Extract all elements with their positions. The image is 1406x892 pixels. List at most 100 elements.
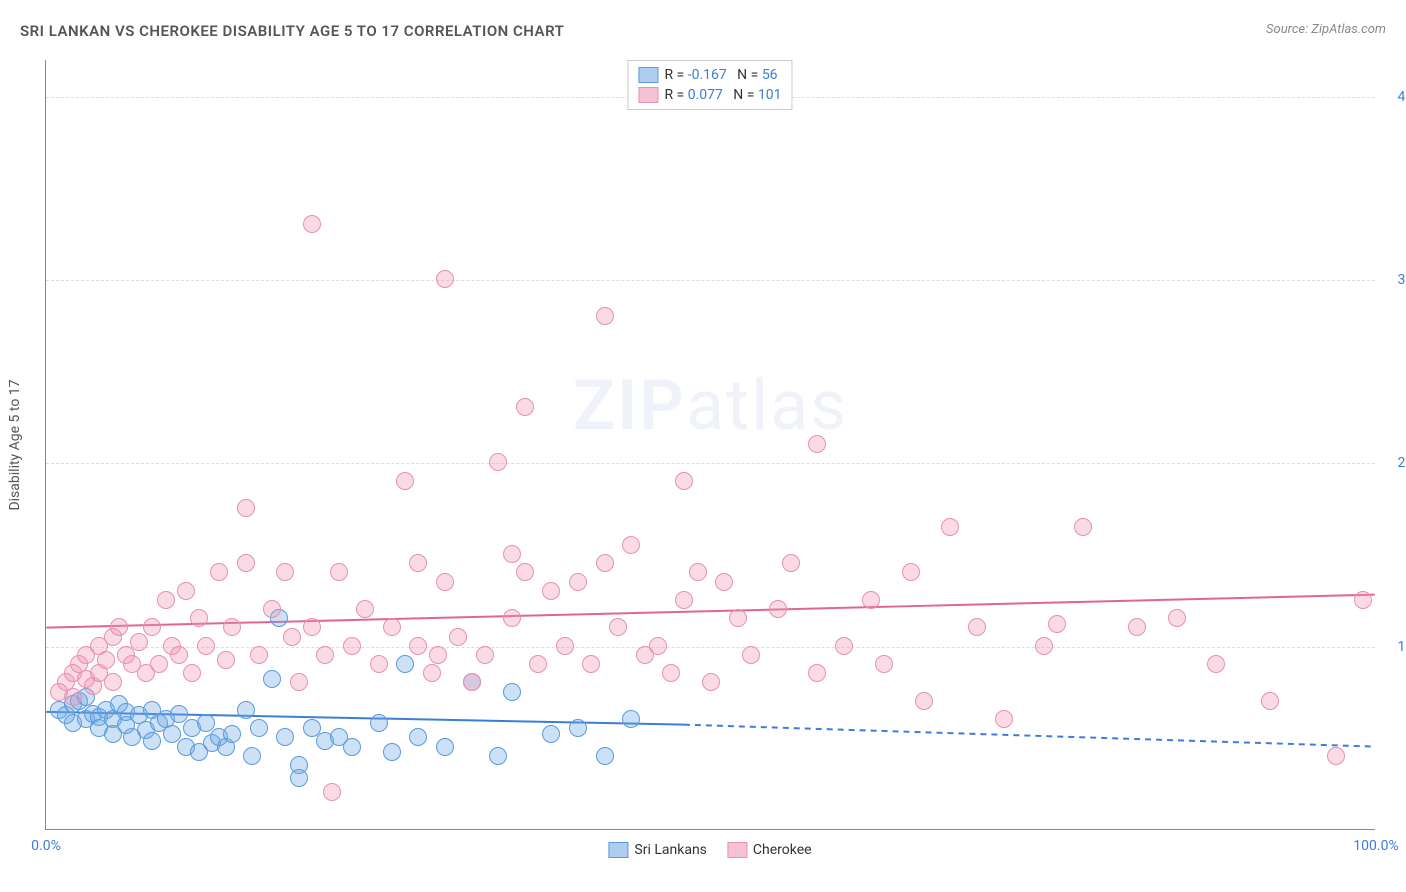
data-point [356, 600, 374, 618]
data-point [409, 554, 427, 572]
data-point [1354, 591, 1372, 609]
y-tick-label: 20.0% [1380, 455, 1406, 471]
data-point [875, 655, 893, 673]
data-point [1207, 655, 1225, 673]
data-point [143, 618, 161, 636]
data-point [729, 609, 747, 627]
data-point [190, 609, 208, 627]
gridline [46, 463, 1375, 464]
legend-text: R = 0.077 N = 101 [664, 85, 781, 105]
data-point [177, 582, 195, 600]
data-point [243, 747, 261, 765]
data-point [556, 637, 574, 655]
chart-container: SRI LANKAN VS CHEROKEE DISABILITY AGE 5 … [0, 0, 1406, 892]
legend-item: Sri Lankans [608, 842, 707, 858]
data-point [649, 637, 667, 655]
data-point [250, 719, 268, 737]
data-point [157, 591, 175, 609]
data-point [104, 673, 122, 691]
data-point [303, 215, 321, 233]
data-point [516, 563, 534, 581]
data-point [290, 769, 308, 787]
data-point [622, 710, 640, 728]
data-point [808, 435, 826, 453]
data-point [316, 646, 334, 664]
data-point [569, 573, 587, 591]
data-point [489, 747, 507, 765]
data-point [622, 536, 640, 554]
data-point [503, 545, 521, 563]
data-point [250, 646, 268, 664]
data-point [769, 600, 787, 618]
data-point [436, 270, 454, 288]
data-point [429, 646, 447, 664]
data-point [436, 573, 454, 591]
data-point [449, 628, 467, 646]
chart-title: SRI LANKAN VS CHEROKEE DISABILITY AGE 5 … [20, 22, 564, 40]
data-point [516, 398, 534, 416]
data-point [110, 618, 128, 636]
data-point [217, 651, 235, 669]
data-point [675, 472, 693, 490]
gridline [46, 647, 1375, 648]
data-point [97, 651, 115, 669]
data-point [1168, 609, 1186, 627]
y-tick-label: 40.0% [1380, 89, 1406, 105]
data-point [596, 747, 614, 765]
stats-legend: R = -0.167 N = 56R = 0.077 N = 101 [627, 60, 792, 110]
data-point [503, 609, 521, 627]
data-point [569, 719, 587, 737]
trend-line-dashed [684, 725, 1375, 747]
data-point [596, 554, 614, 572]
data-point [276, 563, 294, 581]
y-axis-label: Disability Age 5 to 17 [7, 379, 23, 510]
data-point [715, 573, 733, 591]
data-point [370, 655, 388, 673]
data-point [1074, 518, 1092, 536]
data-point [263, 670, 281, 688]
data-point [596, 307, 614, 325]
data-point [915, 692, 933, 710]
y-tick-label: 10.0% [1380, 639, 1406, 655]
data-point [197, 714, 215, 732]
data-point [675, 591, 693, 609]
data-point [742, 646, 760, 664]
data-point [476, 646, 494, 664]
data-point [529, 655, 547, 673]
data-point [170, 646, 188, 664]
data-point [183, 664, 201, 682]
series-legend: Sri Lankans Cherokee [608, 842, 811, 858]
data-point [609, 618, 627, 636]
data-point [237, 554, 255, 572]
data-point [370, 714, 388, 732]
data-point [143, 732, 161, 750]
data-point [1327, 747, 1345, 765]
data-point [662, 664, 680, 682]
data-point [941, 518, 959, 536]
plot-area: Disability Age 5 to 17 ZIPatlas 10.0%20.… [45, 60, 1375, 830]
data-point [862, 591, 880, 609]
data-point [396, 655, 414, 673]
data-point [423, 664, 441, 682]
legend-item: Cherokee [727, 842, 812, 858]
data-point [409, 637, 427, 655]
data-point [396, 472, 414, 490]
x-tick-label: 100.0% [1353, 838, 1398, 854]
legend-swatch [638, 67, 658, 83]
x-tick-label: 0.0% [31, 838, 61, 854]
data-point [263, 600, 281, 618]
data-point [436, 738, 454, 756]
data-point [995, 710, 1013, 728]
data-point [330, 563, 348, 581]
data-point [290, 673, 308, 691]
data-point [1128, 618, 1146, 636]
gridline [46, 280, 1375, 281]
data-point [1261, 692, 1279, 710]
data-point [383, 618, 401, 636]
data-point [968, 618, 986, 636]
data-point [223, 725, 241, 743]
legend-label: Cherokee [753, 842, 812, 858]
data-point [343, 738, 361, 756]
data-point [197, 637, 215, 655]
data-point [702, 673, 720, 691]
